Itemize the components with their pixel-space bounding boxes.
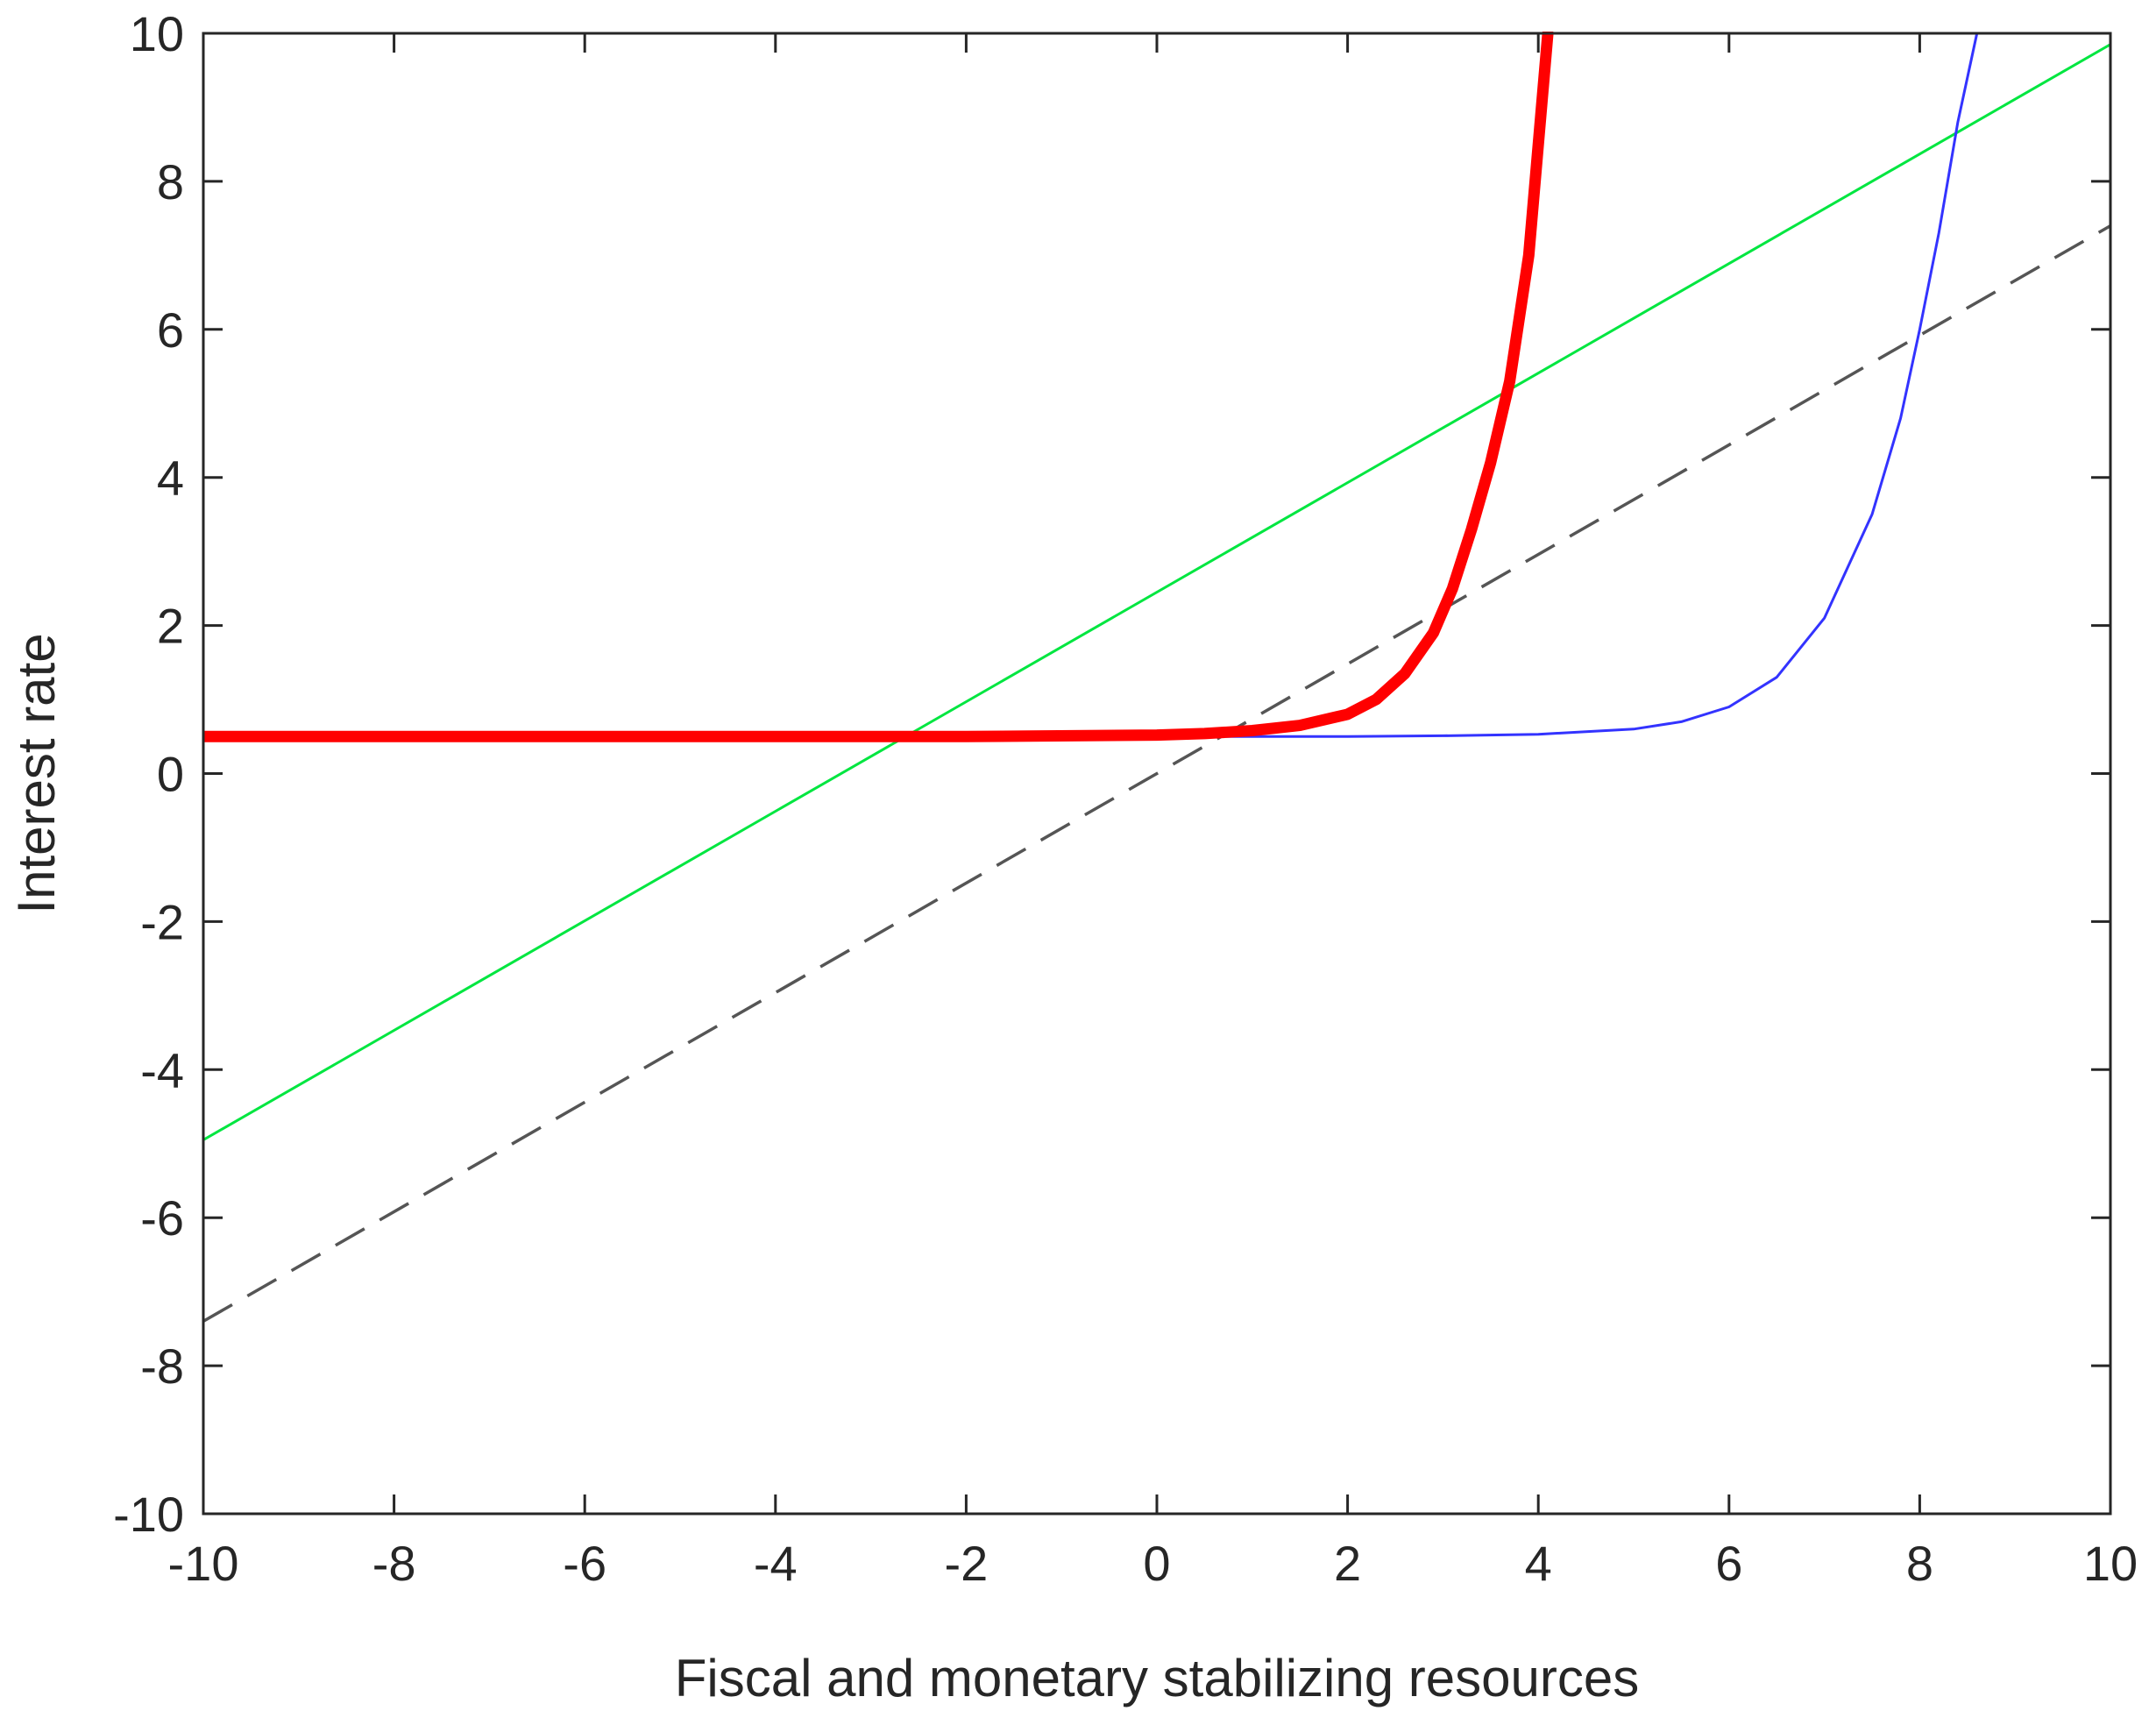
series-line-1	[203, 224, 2110, 1323]
x-tick-label: 2	[1334, 1536, 1361, 1591]
y-tick-label: -10	[113, 1487, 184, 1542]
y-tick-label: 10	[130, 6, 184, 61]
x-tick-label: -8	[372, 1536, 416, 1591]
y-tick-label: -2	[140, 894, 184, 949]
x-tick-label: 4	[1525, 1536, 1552, 1591]
x-tick-label: 10	[2083, 1536, 2138, 1591]
y-tick-label: 8	[157, 154, 184, 209]
x-tick-label: -6	[563, 1536, 606, 1591]
y-tick-label: 6	[157, 302, 184, 358]
x-tick-label: 0	[1143, 1536, 1170, 1591]
series-layer	[203, 32, 2110, 1323]
y-axis-label: Interest rate	[7, 633, 66, 913]
y-tick-label: -8	[140, 1338, 184, 1394]
x-tick-label: 6	[1715, 1536, 1742, 1591]
y-tick-label: 2	[157, 599, 184, 654]
x-tick-label: -10	[168, 1536, 239, 1591]
y-tick-label: 4	[157, 451, 184, 506]
x-tick-label: -4	[754, 1536, 798, 1591]
x-tick-label: 8	[1906, 1536, 1933, 1591]
series-line-2	[203, 43, 2110, 1141]
x-tick-label: -2	[945, 1536, 989, 1591]
x-axis-label: Fiscal and monetary stabilizing resource…	[675, 1649, 1639, 1707]
y-tick-label: -6	[140, 1190, 184, 1246]
series-line-3	[203, 32, 1979, 738]
y-tick-label: -4	[140, 1042, 184, 1097]
tick-layer: -10 -8 -6 -4 -2 0 2 4 6 8 10 -10 -8 -6 -4 -2 0 2 4 6 8 10	[113, 6, 2138, 1591]
series-line-4	[203, 32, 1554, 742]
y-tick-label: 0	[157, 747, 184, 802]
